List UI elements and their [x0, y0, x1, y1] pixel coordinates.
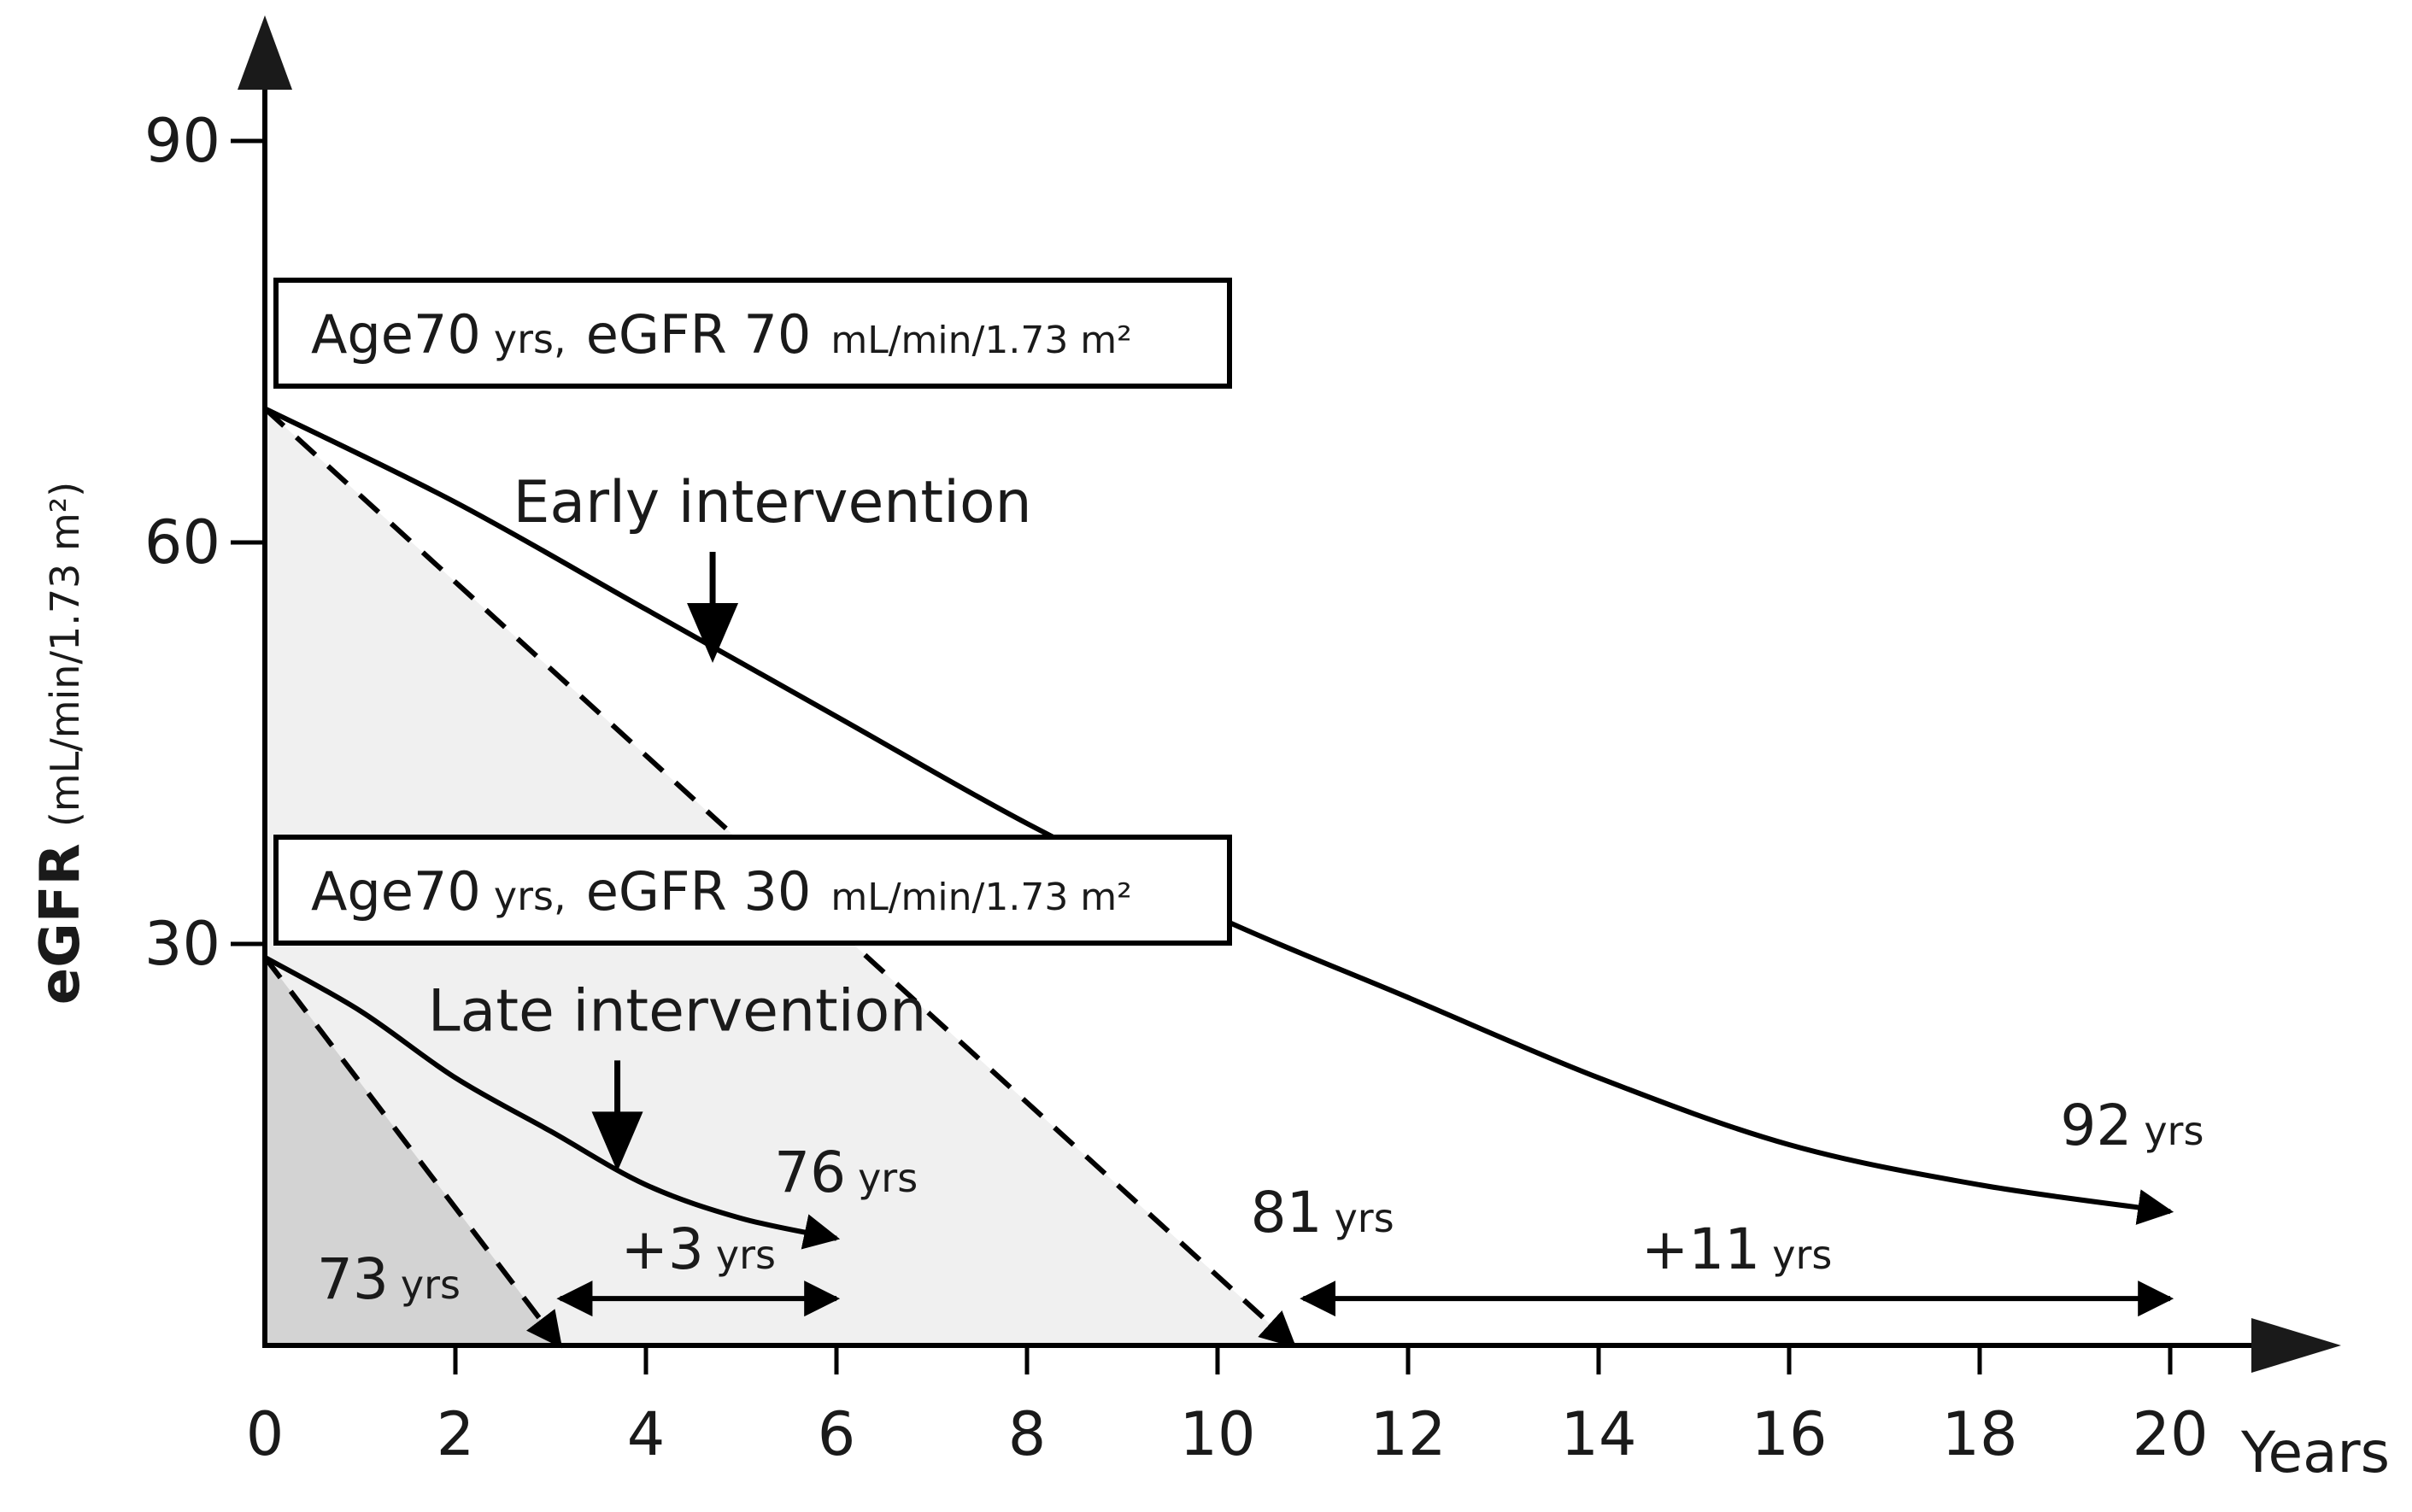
gain-range-label: +11 yrs: [1641, 1216, 1832, 1282]
y-tick-label: 90: [144, 106, 220, 176]
x-tick-label: 18: [1941, 1399, 2017, 1469]
age-label-number: 73: [317, 1246, 389, 1312]
gain-range-number: +11: [1641, 1216, 1760, 1282]
scenario-box-frame: [273, 278, 1232, 389]
age-label: 73 yrs: [317, 1246, 461, 1312]
intervention-arrow-head: [687, 603, 739, 663]
scenario-age-unit: yrs,: [494, 316, 566, 362]
gain-range-label: +3 yrs: [621, 1216, 776, 1282]
x-axis-label: Years: [2240, 1420, 2390, 1486]
x-tick-label: 6: [818, 1399, 856, 1469]
intervention-arrow-head: [591, 1111, 643, 1172]
age-label-unit: yrs: [401, 1262, 461, 1308]
age-label: 76 yrs: [774, 1140, 918, 1205]
scenario-age-unit: yrs,: [494, 873, 566, 919]
age-label: 81 yrs: [1251, 1180, 1394, 1245]
svg-text:Age70 yrs, eGFR 70: Age70 yrs, eGFR 70 mL/min/1.73 m²: [311, 303, 1132, 366]
x-tick-label: 0: [246, 1399, 285, 1469]
age-label-unit: yrs: [1335, 1195, 1394, 1241]
age-label-unit: yrs: [858, 1155, 918, 1201]
x-tick-label: 8: [1008, 1399, 1047, 1469]
age-label-number: 92: [2060, 1093, 2132, 1158]
y-tick-label: 30: [144, 909, 220, 979]
x-axis-arrowhead: [2251, 1318, 2341, 1373]
y-axis-arrowhead: [238, 15, 292, 90]
x-tick-label: 10: [1179, 1399, 1255, 1469]
intervention-label: Early intervention: [513, 469, 1031, 536]
x-tick-label: 14: [1560, 1399, 1636, 1469]
gain-range-number: +3: [621, 1216, 704, 1282]
scenario-egfr-label: eGFR 30: [586, 860, 812, 923]
age-label-number: 76: [774, 1140, 846, 1205]
y-axis-label: eGFR (mL/min/1.73 m²): [29, 482, 92, 1005]
age-label-number: 81: [1251, 1180, 1323, 1245]
scenario-age-label: Age70: [311, 303, 481, 366]
scenario-box-egfr-70: Age70 yrs, eGFR 70 mL/min/1.73 m²: [273, 278, 1232, 389]
scenario-age-label: Age70: [311, 860, 481, 923]
age-label-unit: yrs: [2144, 1108, 2204, 1154]
scenario-egfr-label: eGFR 70: [586, 303, 812, 366]
y-axis-label-unit: (mL/min/1.73 m²): [42, 482, 88, 827]
x-tick-label: 20: [2132, 1399, 2208, 1469]
dashed-decline-line: [262, 955, 563, 1349]
intervention-label: Late intervention: [428, 977, 927, 1045]
svg-text:eGFR (mL/min/1.73 m²): eGFR (mL/min/1.73 m²): [29, 482, 92, 1005]
svg-text:Age70 yrs, eGFR 30: Age70 yrs, eGFR 30 mL/min/1.73 m²: [311, 860, 1132, 923]
x-tick-label: 16: [1751, 1399, 1827, 1469]
gain-range-unit: yrs: [1772, 1232, 1832, 1278]
axis-ticks: 0 2 4 6 8 10 12 14 16 18 20 30 60 90: [144, 106, 2209, 1469]
scenario-egfr-unit: mL/min/1.73 m²: [830, 319, 1131, 362]
age-label: 92 yrs: [2060, 1093, 2204, 1158]
y-tick-label: 60: [144, 507, 220, 577]
x-tick-label: 4: [627, 1399, 666, 1469]
solid-decline-curve: [263, 955, 841, 1250]
x-tick-label: 2: [437, 1399, 475, 1469]
scenario-box-egfr-30: Age70 yrs, eGFR 30 mL/min/1.73 m²: [273, 835, 1232, 946]
scenario-egfr-unit: mL/min/1.73 m²: [830, 876, 1131, 919]
x-tick-label: 12: [1370, 1399, 1446, 1469]
scenario-box-frame: [273, 835, 1232, 946]
y-axis-label-main: eGFR: [29, 843, 92, 1005]
annotations: Early intervention Late intervention 73 yrs…: [317, 469, 2204, 1317]
gain-range-unit: yrs: [716, 1232, 776, 1278]
